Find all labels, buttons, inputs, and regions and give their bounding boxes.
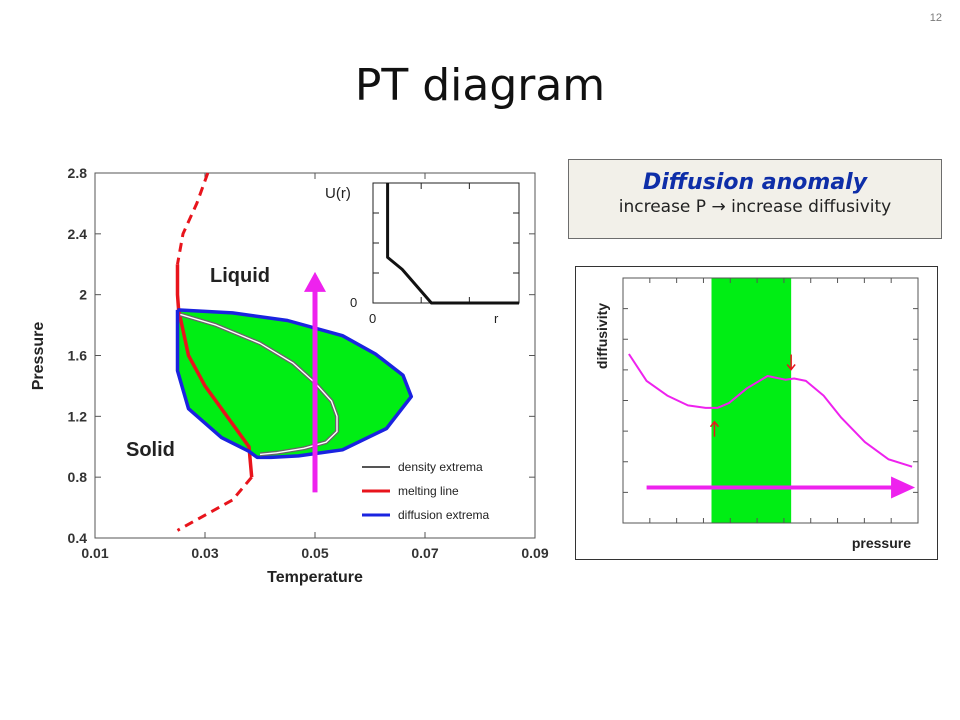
pt-xtick-label: 0.01 <box>81 545 108 561</box>
pt-ytick-label: 1.6 <box>68 348 88 364</box>
pt-xtick-label: 0.05 <box>301 545 328 561</box>
pt-legend: density extrema melting line diffusion e… <box>362 460 489 522</box>
pt-ylabel: Pressure <box>30 322 47 391</box>
inset-frame <box>372 182 520 304</box>
marker-head <box>709 420 720 428</box>
diffusivity-chart: pressure diffusivity <box>575 266 938 560</box>
callout-subtitle: increase P → increase diffusivity <box>618 197 892 217</box>
pt-ytick-label: 0.8 <box>68 469 88 485</box>
pressure-direction-arrow-head <box>891 476 916 499</box>
melting-line-dashed-upper <box>176 172 210 265</box>
maximum-marker-arrow <box>786 354 796 371</box>
slide-number: 12 <box>929 12 942 24</box>
diffusion-extrema-line <box>175 308 414 460</box>
pt-ytick-label: 2 <box>79 287 87 303</box>
pt-diagram-chart: 0.01 0.03 0.05 0.07 0.090.40.81.21.622.42.8 … <box>30 165 549 586</box>
extremum-markers <box>709 354 796 437</box>
inset-ylabel: U(r) <box>325 185 351 202</box>
melting-line <box>175 264 254 478</box>
inset-origin-y: 0 <box>350 295 357 310</box>
region-label-liquid: Liquid <box>210 265 270 287</box>
pt-xtick-label: 0.07 <box>411 545 438 561</box>
legend-label-melting: melting line <box>398 484 459 498</box>
pressure-arrow-head <box>304 271 326 292</box>
pt-ticks: 0.01 0.03 0.05 0.07 0.09 0.4 0.8 1.2 1.6 2 2.4 2.8 <box>68 165 549 561</box>
anomaly-band-fill <box>711 278 792 523</box>
pt-ytick-label: 1.2 <box>68 408 88 424</box>
potential-curve <box>386 183 519 305</box>
pt-ytick-label: 0.4 <box>68 530 88 546</box>
diff-xlabel: pressure <box>852 535 911 551</box>
pt-plot-area: 0.01 0.03 0.05 0.07 0.090.40.81.21.622.42.8 … <box>68 165 549 561</box>
pt-xlabel: Temperature <box>267 569 363 586</box>
diff-series <box>628 353 913 468</box>
potential-inset: U(r) 0 0 r <box>325 182 520 326</box>
inset-xlabel: r <box>494 311 499 326</box>
anomaly-region <box>177 309 412 458</box>
callout-title: Diffusion anomaly <box>642 170 868 195</box>
pt-xtick-label: 0.03 <box>191 545 218 561</box>
density-extrema-line <box>180 313 338 456</box>
diffusivity-curve <box>628 353 913 468</box>
pt-xtick-label: 0.09 <box>521 545 548 561</box>
legend-label-diffusion: diffusion extrema <box>398 508 489 522</box>
pt-ytick-label: 2.8 <box>68 165 88 181</box>
melting-line-dashed-lower <box>176 476 253 532</box>
inset-grid <box>373 183 519 305</box>
marker-head <box>786 364 796 371</box>
pressure-arrow <box>304 271 326 493</box>
region-label-solid: Solid <box>126 439 175 461</box>
anomaly-region-fill <box>177 309 412 458</box>
pt-series <box>175 172 414 532</box>
pt-ytick-label: 2.4 <box>68 226 88 242</box>
anomaly-band <box>711 278 792 523</box>
pressure-direction-arrow <box>646 476 916 499</box>
page-title: PT diagram <box>354 60 606 111</box>
inset-origin-x: 0 <box>369 311 376 326</box>
minimum-marker-arrow <box>709 420 720 437</box>
legend-label-density: density extrema <box>398 460 483 474</box>
diff-ylabel: diffusivity <box>594 303 610 369</box>
diff-ticks <box>623 278 918 523</box>
diffusion-anomaly-callout: Diffusion anomaly increase P → increase … <box>568 159 942 239</box>
